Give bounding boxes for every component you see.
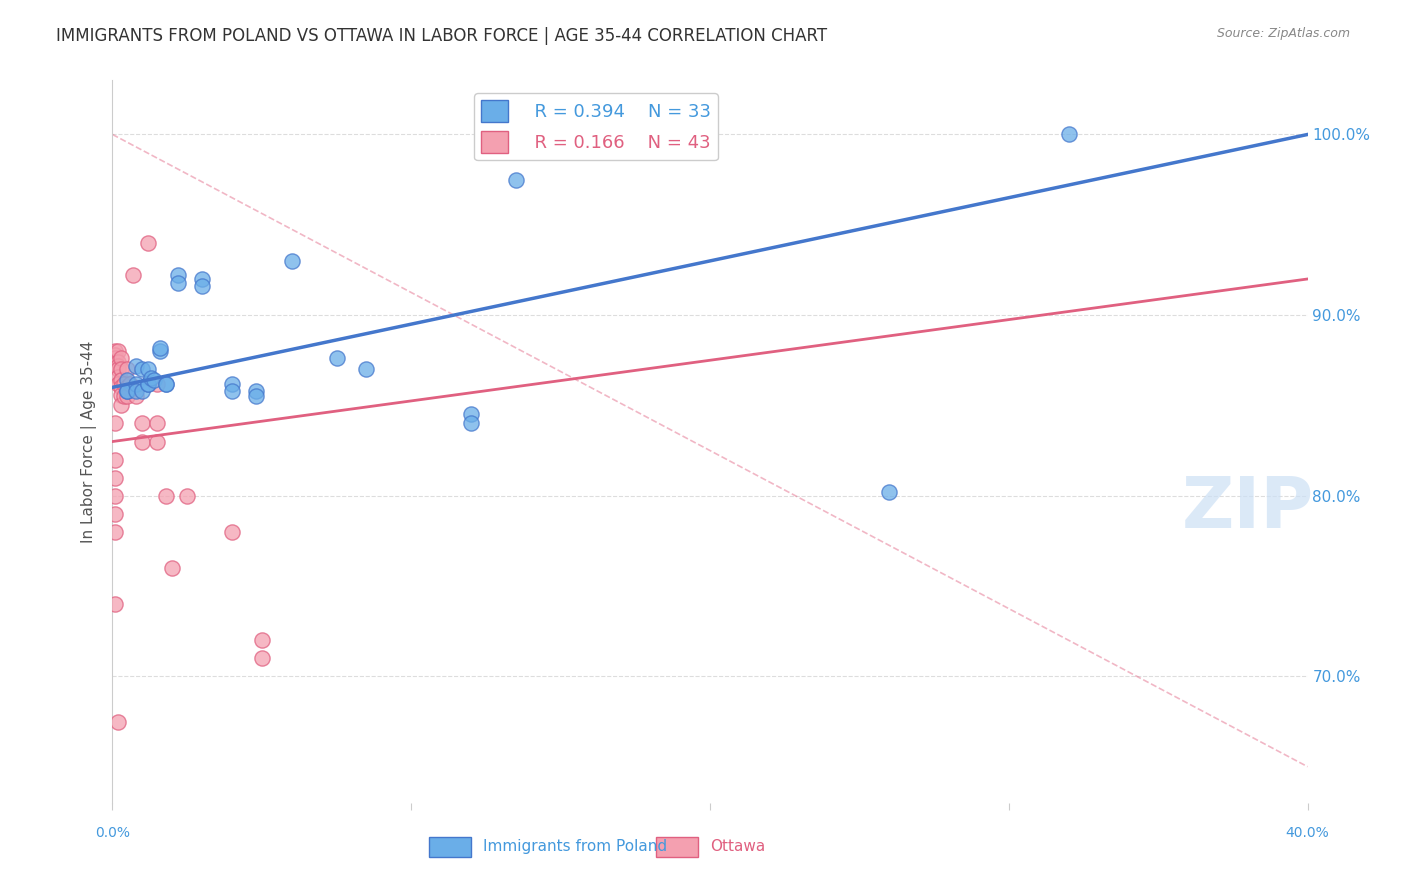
Text: Ottawa: Ottawa <box>710 839 765 855</box>
Point <box>104 344 127 359</box>
Text: ZIP: ZIP <box>1181 474 1315 543</box>
Point <box>191 279 214 293</box>
Point <box>149 341 172 355</box>
Point <box>107 359 129 373</box>
Point <box>125 384 148 398</box>
Point <box>176 489 198 503</box>
Point <box>250 651 273 665</box>
Point <box>107 714 129 729</box>
Point <box>149 344 172 359</box>
Legend:   R = 0.394    N = 33,   R = 0.166    N = 43: R = 0.394 N = 33, R = 0.166 N = 43 <box>474 93 718 161</box>
Point <box>155 376 177 391</box>
Point <box>131 417 153 431</box>
Point <box>155 376 177 391</box>
Point <box>117 362 139 376</box>
Point <box>114 389 135 403</box>
Point <box>138 376 160 391</box>
Y-axis label: In Labor Force | Age 35-44: In Labor Force | Age 35-44 <box>80 341 97 542</box>
Point <box>110 398 132 412</box>
Text: Immigrants from Poland: Immigrants from Poland <box>484 839 666 855</box>
Point <box>110 362 132 376</box>
Point <box>505 172 527 186</box>
Point <box>221 384 243 398</box>
Point <box>146 417 169 431</box>
Text: 40.0%: 40.0% <box>1285 826 1330 840</box>
Point <box>356 362 378 376</box>
Point <box>138 362 160 376</box>
Point <box>120 376 142 391</box>
Point <box>138 376 160 391</box>
Point <box>146 434 169 449</box>
Point <box>107 362 129 376</box>
Point <box>191 272 214 286</box>
Bar <box>429 837 471 857</box>
Point <box>879 485 901 500</box>
Point <box>107 369 129 384</box>
Point <box>110 351 132 366</box>
Point <box>104 597 127 611</box>
Point <box>1057 128 1080 142</box>
Point <box>110 380 132 394</box>
Text: Source: ZipAtlas.com: Source: ZipAtlas.com <box>1216 27 1350 40</box>
Point <box>221 376 243 391</box>
Point <box>122 268 145 283</box>
Point <box>245 384 267 398</box>
Point <box>162 561 183 575</box>
Point <box>250 633 273 648</box>
Point <box>146 376 169 391</box>
Point <box>221 524 243 539</box>
Point <box>110 387 132 401</box>
Point <box>131 362 153 376</box>
Point <box>117 384 139 398</box>
Point <box>325 351 347 366</box>
Point <box>167 268 190 283</box>
Point <box>107 355 129 369</box>
Text: 0.0%: 0.0% <box>96 826 129 840</box>
Point <box>104 351 127 366</box>
Point <box>107 344 129 359</box>
Point <box>125 376 148 391</box>
Point <box>281 253 304 268</box>
Text: IMMIGRANTS FROM POLAND VS OTTAWA IN LABOR FORCE | AGE 35-44 CORRELATION CHART: IMMIGRANTS FROM POLAND VS OTTAWA IN LABO… <box>56 27 827 45</box>
Point <box>138 235 160 250</box>
Point <box>104 524 127 539</box>
Point <box>131 434 153 449</box>
Point <box>155 489 177 503</box>
Point <box>117 389 139 403</box>
Point <box>141 371 163 385</box>
Point <box>104 489 127 503</box>
Point <box>104 507 127 521</box>
Point <box>167 276 190 290</box>
Point <box>107 376 129 391</box>
Point <box>104 452 127 467</box>
Point <box>131 384 153 398</box>
Point <box>460 417 482 431</box>
Point <box>125 359 148 373</box>
Bar <box>657 837 699 857</box>
Point <box>245 389 267 403</box>
Point <box>114 376 135 391</box>
Point <box>110 373 132 387</box>
Point <box>125 389 148 403</box>
Point <box>104 417 127 431</box>
Point <box>117 373 139 387</box>
Point <box>143 373 166 387</box>
Point <box>104 470 127 484</box>
Point <box>117 384 139 398</box>
Point <box>104 348 127 362</box>
Point <box>460 408 482 422</box>
Point <box>117 380 139 394</box>
